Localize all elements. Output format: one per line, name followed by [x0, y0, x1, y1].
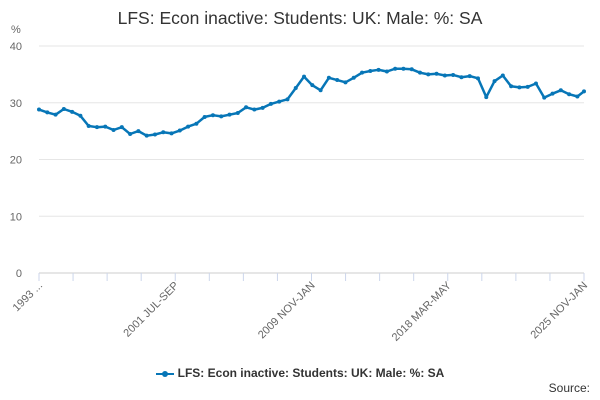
- data-point: [409, 67, 414, 72]
- data-point: [343, 80, 348, 85]
- data-point: [194, 121, 199, 126]
- data-point: [567, 92, 572, 97]
- y-tick-label: 0: [16, 268, 22, 280]
- data-point: [509, 84, 514, 89]
- data-point: [210, 113, 215, 118]
- data-point: [186, 124, 191, 129]
- legend-swatch-icon: [155, 370, 174, 377]
- data-point: [500, 73, 505, 78]
- data-point: [94, 125, 99, 130]
- data-point: [376, 67, 381, 72]
- data-point: [368, 68, 373, 73]
- y-tick-label: 40: [10, 41, 22, 53]
- source-label: Source:: [548, 381, 590, 395]
- page-title: LFS: Econ inactive: Students: UK: Male: …: [117, 8, 483, 28]
- data-point: [533, 81, 538, 86]
- data-point: [177, 128, 182, 133]
- series: [37, 66, 586, 138]
- grid: [39, 45, 584, 274]
- data-point: [128, 131, 133, 136]
- data-point: [351, 75, 356, 80]
- data-point: [53, 112, 58, 117]
- data-point: [525, 84, 530, 89]
- x-tick-label: 2025 NOV-JAN: [528, 280, 590, 342]
- data-point: [103, 124, 108, 129]
- data-point: [252, 107, 257, 112]
- data-point: [285, 97, 290, 102]
- data-point: [550, 91, 555, 96]
- data-point: [360, 70, 365, 75]
- data-point: [542, 95, 547, 100]
- legend-label: LFS: Econ inactive: Students: UK: Male: …: [177, 366, 445, 380]
- data-point: [401, 66, 406, 71]
- data-point: [310, 83, 315, 88]
- data-point: [119, 125, 124, 130]
- data-point: [235, 110, 240, 115]
- data-point: [384, 69, 389, 74]
- data-point: [37, 107, 41, 112]
- data-point: [136, 129, 141, 134]
- x-tick-label: 2018 MAR-MAY: [390, 279, 455, 344]
- data-point: [45, 110, 50, 115]
- data-point: [558, 88, 563, 93]
- data-point: [277, 99, 282, 104]
- y-tick-label: 10: [10, 211, 22, 223]
- data-point: [426, 72, 431, 77]
- data-point: [335, 78, 340, 83]
- y-axis-unit-label: %: [11, 24, 21, 36]
- data-point: [227, 112, 232, 117]
- y-axis: 0 10 20 30 40: [10, 41, 22, 280]
- data-point: [582, 89, 586, 94]
- data-point: [451, 72, 456, 77]
- data-point: [418, 70, 423, 75]
- data-point: [484, 95, 489, 100]
- x-tick-label: 2009 NOV-JAN: [256, 280, 318, 342]
- y-tick-label: 20: [10, 155, 22, 167]
- data-point: [393, 66, 398, 71]
- data-point: [260, 105, 265, 110]
- data-point: [517, 85, 522, 90]
- data-point: [152, 132, 157, 137]
- data-point: [202, 114, 207, 119]
- data-point: [459, 75, 464, 80]
- data-point: [442, 73, 447, 78]
- data-point: [293, 85, 298, 90]
- data-point: [144, 133, 149, 138]
- y-tick-label: 30: [10, 98, 22, 110]
- data-point: [575, 94, 580, 99]
- data-point: [70, 109, 75, 114]
- data-point: [302, 74, 307, 79]
- data-point: [326, 75, 331, 80]
- data-point: [86, 124, 91, 129]
- data-point: [169, 131, 174, 136]
- data-point: [268, 101, 273, 106]
- data-point: [244, 105, 249, 110]
- x-tick-label: 1993 ...: [11, 280, 45, 314]
- x-tick-label: 2001 JUL-SEP: [121, 280, 181, 340]
- data-point: [318, 88, 323, 93]
- data-point: [475, 76, 480, 81]
- data-point: [434, 71, 439, 76]
- data-point: [161, 130, 166, 135]
- x-axis: 1993 ... 2001 JUL-SEP 2009 NOV-JAN 2018 MAR…: [11, 273, 590, 344]
- data-point: [111, 127, 116, 132]
- data-point: [78, 113, 83, 118]
- legend[interactable]: LFS: Econ inactive: Students: UK: Male: …: [0, 366, 600, 380]
- data-point: [61, 106, 66, 111]
- data-point: [219, 114, 224, 119]
- data-point: [492, 79, 497, 84]
- data-point: [467, 74, 472, 79]
